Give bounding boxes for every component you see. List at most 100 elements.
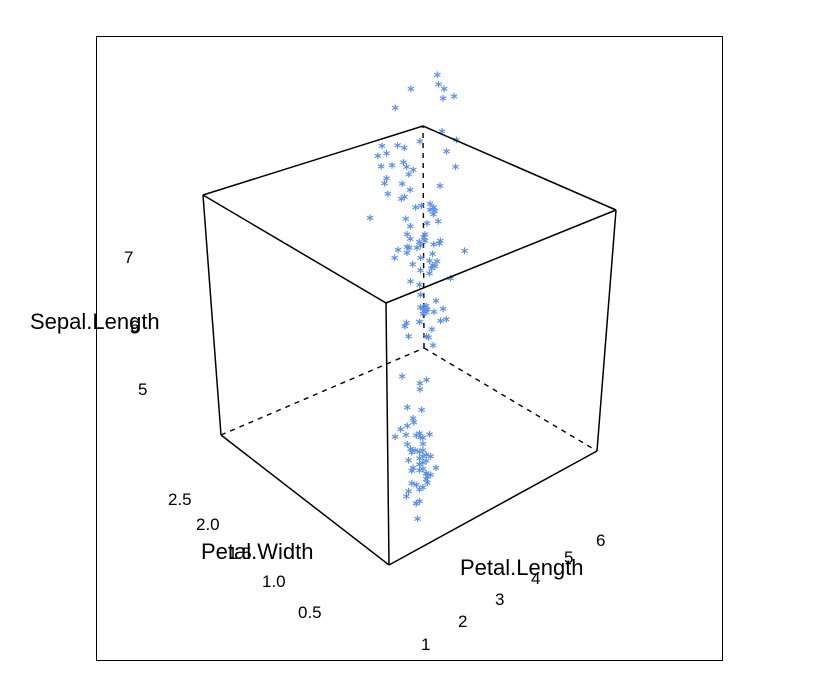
data-point: * (430, 209, 438, 225)
data-point: * (416, 137, 424, 153)
tick-label-sepal-6: 6 (130, 317, 139, 336)
tick-label-petal-length-1: 1 (421, 635, 430, 654)
edge-bottom-left-front (220, 434, 390, 566)
data-point: * (441, 84, 449, 100)
data-point: * (417, 290, 425, 306)
data-point: * (426, 429, 434, 445)
data-point: * (421, 236, 429, 252)
data-point: * (405, 243, 413, 259)
tick-label-petal-length-4: 4 (531, 569, 540, 588)
data-point: * (403, 248, 411, 264)
data-point: * (423, 475, 431, 491)
data-point: * (426, 256, 434, 272)
data-point: * (436, 238, 444, 254)
data-point: * (405, 455, 413, 471)
plot-frame (96, 36, 723, 661)
data-point: * (416, 280, 424, 296)
data-point: * (428, 325, 436, 341)
data-point: * (436, 181, 444, 197)
data-point: * (394, 245, 402, 261)
data-point: * (433, 257, 441, 273)
data-point: * (423, 301, 431, 317)
data-point: * (430, 307, 438, 323)
data-point: * (416, 384, 424, 400)
tick-label-petal-width-2-0: 2.0 (196, 515, 220, 534)
data-point: * (400, 158, 408, 174)
data-point: * (424, 304, 432, 320)
data-point: * (419, 445, 427, 461)
data-point: * (431, 262, 439, 278)
data-point: * (416, 466, 424, 482)
data-point: * (437, 236, 445, 252)
data-point: * (423, 450, 431, 466)
data-point: * (426, 268, 434, 284)
data-point: * (425, 333, 433, 349)
data-point: * (381, 178, 389, 194)
data-point: * (428, 263, 436, 279)
data-point: * (437, 316, 445, 332)
tick-label-petal-length-6: 6 (596, 531, 605, 550)
data-point: * (411, 446, 419, 462)
data-point: * (404, 440, 412, 456)
data-point: * (443, 147, 451, 163)
data-point: * (404, 421, 412, 437)
petal-width-axis: 2.5 2.0 1.5 1.0 0.5 Petal.Width (168, 490, 322, 622)
data-point: * (413, 430, 421, 446)
data-point: * (401, 321, 409, 337)
data-point: * (432, 463, 440, 479)
tick-label-petal-length-3: 3 (495, 590, 504, 609)
data-point: * (417, 253, 425, 269)
data-point: * (419, 309, 427, 325)
data-point: * (378, 162, 386, 178)
data-point: * (405, 170, 413, 186)
points-layer: *** ************************ *************… (366, 70, 469, 530)
data-point: * (416, 484, 424, 500)
data-point: * (414, 514, 422, 530)
data-point: * (426, 199, 434, 215)
data-point: * (429, 260, 437, 276)
data-point: * (407, 444, 415, 460)
data-point: * (403, 242, 411, 258)
data-point: * (407, 234, 415, 250)
data-point: * (430, 202, 438, 218)
data-point: * (413, 243, 421, 259)
data-point: * (417, 240, 425, 256)
data-point: * (384, 189, 392, 205)
data-point: * (416, 237, 424, 253)
data-point: * (408, 447, 416, 463)
data-point: * (409, 413, 417, 429)
data-point: * (417, 302, 425, 318)
data-point: * (461, 246, 469, 262)
data-point: * (397, 424, 405, 440)
edge-top-left-front (202, 194, 387, 304)
axis-label-petal-length: Petal.Length (460, 555, 584, 580)
edge-vertical-right (596, 209, 617, 452)
data-point: * (431, 206, 439, 222)
data-point: * (416, 429, 424, 445)
data-point: * (416, 317, 424, 333)
data-point: * (416, 460, 424, 476)
tick-label-petal-width-2-5: 2.5 (168, 490, 192, 509)
data-point: * (419, 439, 427, 455)
cube-hidden-edges (220, 125, 598, 452)
data-point: * (405, 243, 413, 259)
edge-top-left-back (202, 125, 424, 196)
data-point: * (443, 315, 451, 331)
data-point: * (420, 233, 428, 249)
data-point: * (408, 478, 416, 494)
data-point: * (416, 497, 424, 513)
data-point: * (420, 306, 428, 322)
data-point: * (429, 340, 437, 356)
data-point: * (383, 173, 391, 189)
data-point: * (404, 402, 412, 418)
tick-label-petal-width-0-5: 0.5 (298, 603, 322, 622)
data-point: * (398, 194, 406, 210)
data-point: * (410, 417, 418, 433)
data-point: * (423, 468, 431, 484)
vertical-axis: 7 6 5 Sepal.Length (30, 248, 160, 399)
tick-label-petal-width-1-0: 1.0 (262, 572, 286, 591)
data-point: * (419, 464, 427, 480)
data-point: * (409, 259, 417, 275)
data-point: * (409, 463, 417, 479)
